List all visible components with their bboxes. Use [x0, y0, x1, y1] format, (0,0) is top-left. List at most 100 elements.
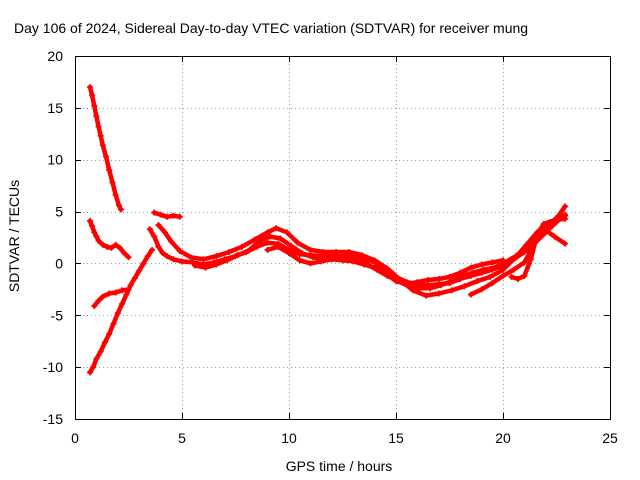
- data-point: [320, 249, 327, 256]
- data-point: [264, 229, 271, 236]
- data-point: [125, 286, 132, 293]
- data-point: [176, 213, 183, 220]
- data-point: [277, 235, 284, 242]
- data-point: [478, 286, 485, 293]
- data-point: [170, 256, 177, 263]
- x-axis-title: GPS time / hours: [286, 458, 393, 474]
- data-point: [296, 257, 303, 264]
- data-point: [264, 246, 271, 253]
- data-point: [309, 254, 316, 261]
- data-point: [542, 227, 549, 234]
- data-point: [256, 238, 263, 245]
- data-point: [307, 246, 314, 253]
- data-point: [425, 277, 432, 284]
- data-point: [223, 257, 230, 264]
- data-point: [350, 258, 357, 265]
- data-point: [91, 102, 98, 109]
- data-point: [99, 241, 106, 248]
- data-point: [151, 209, 158, 216]
- data-point: [245, 247, 252, 254]
- y-tick-label: 5: [55, 204, 63, 220]
- data-point: [93, 233, 100, 240]
- series-steep-descent: [86, 84, 125, 213]
- data-point: [422, 292, 429, 299]
- data-point: [131, 274, 138, 281]
- data-point: [155, 222, 162, 229]
- data-point: [283, 229, 290, 236]
- data-point: [97, 132, 104, 139]
- data-point: [179, 258, 185, 265]
- y-tick-label: 15: [47, 100, 63, 116]
- data-point: [510, 266, 517, 273]
- y-axis-title: SDTVAR / TECUs: [6, 180, 22, 292]
- data-point: [500, 257, 506, 264]
- x-tick-label: 15: [388, 430, 404, 446]
- data-point: [200, 256, 207, 263]
- data-point: [226, 249, 233, 256]
- data-point: [457, 269, 464, 276]
- data-point: [360, 261, 367, 268]
- data-point: [101, 339, 108, 346]
- data-point: [474, 278, 481, 285]
- data-point: [95, 297, 102, 304]
- data-point: [358, 252, 365, 259]
- y-tick-label: 10: [47, 152, 63, 168]
- data-point: [202, 264, 209, 271]
- data-point: [97, 348, 104, 355]
- data-point: [106, 290, 113, 297]
- data-point: [149, 246, 156, 253]
- y-tick-label: -15: [43, 411, 63, 427]
- data-point: [448, 287, 455, 294]
- data-point: [521, 259, 528, 266]
- data-point: [467, 264, 474, 271]
- data-point: [123, 291, 130, 298]
- data-point: [523, 244, 530, 251]
- data-point: [478, 261, 485, 268]
- data-point: [119, 300, 126, 307]
- data-point: [540, 221, 547, 228]
- data-point: [112, 241, 119, 248]
- data-point: [99, 142, 106, 149]
- data-point: [470, 269, 477, 276]
- data-point: [562, 215, 569, 222]
- y-tick-label: -5: [51, 307, 64, 323]
- y-tick-label: 20: [47, 48, 63, 64]
- data-point: [115, 202, 122, 209]
- data-point: [109, 179, 116, 186]
- data-point: [384, 265, 391, 272]
- data-point: [416, 285, 423, 292]
- data-point: [461, 283, 468, 290]
- data-point: [339, 257, 346, 264]
- data-point: [508, 273, 515, 280]
- data-point: [110, 320, 117, 327]
- data-point: [151, 233, 158, 240]
- x-tick-label: 10: [281, 430, 297, 446]
- data-point: [168, 238, 175, 245]
- plot-frame: [75, 56, 611, 420]
- series-track-a: [151, 209, 183, 220]
- data-point: [547, 218, 554, 225]
- data-point: [93, 113, 100, 120]
- data-point: [176, 247, 183, 254]
- data-point: [170, 212, 177, 219]
- y-tick-label: -10: [43, 359, 63, 375]
- data-point: [427, 285, 434, 292]
- data-point: [86, 84, 93, 91]
- data-point: [187, 254, 194, 261]
- data-point: [213, 253, 220, 260]
- data-point: [89, 223, 96, 230]
- data-point: [136, 267, 143, 274]
- data-point: [328, 256, 335, 263]
- data-point: [551, 233, 558, 240]
- data-point: [345, 249, 352, 256]
- x-tick-label: 0: [71, 430, 79, 446]
- data-point: [95, 123, 102, 130]
- series-track-c: [155, 212, 569, 299]
- grid-layer: [75, 56, 610, 419]
- data-point: [393, 278, 399, 285]
- data-point: [294, 239, 301, 246]
- data-point: [500, 266, 506, 273]
- data-point: [112, 191, 119, 198]
- data-point: [487, 273, 494, 280]
